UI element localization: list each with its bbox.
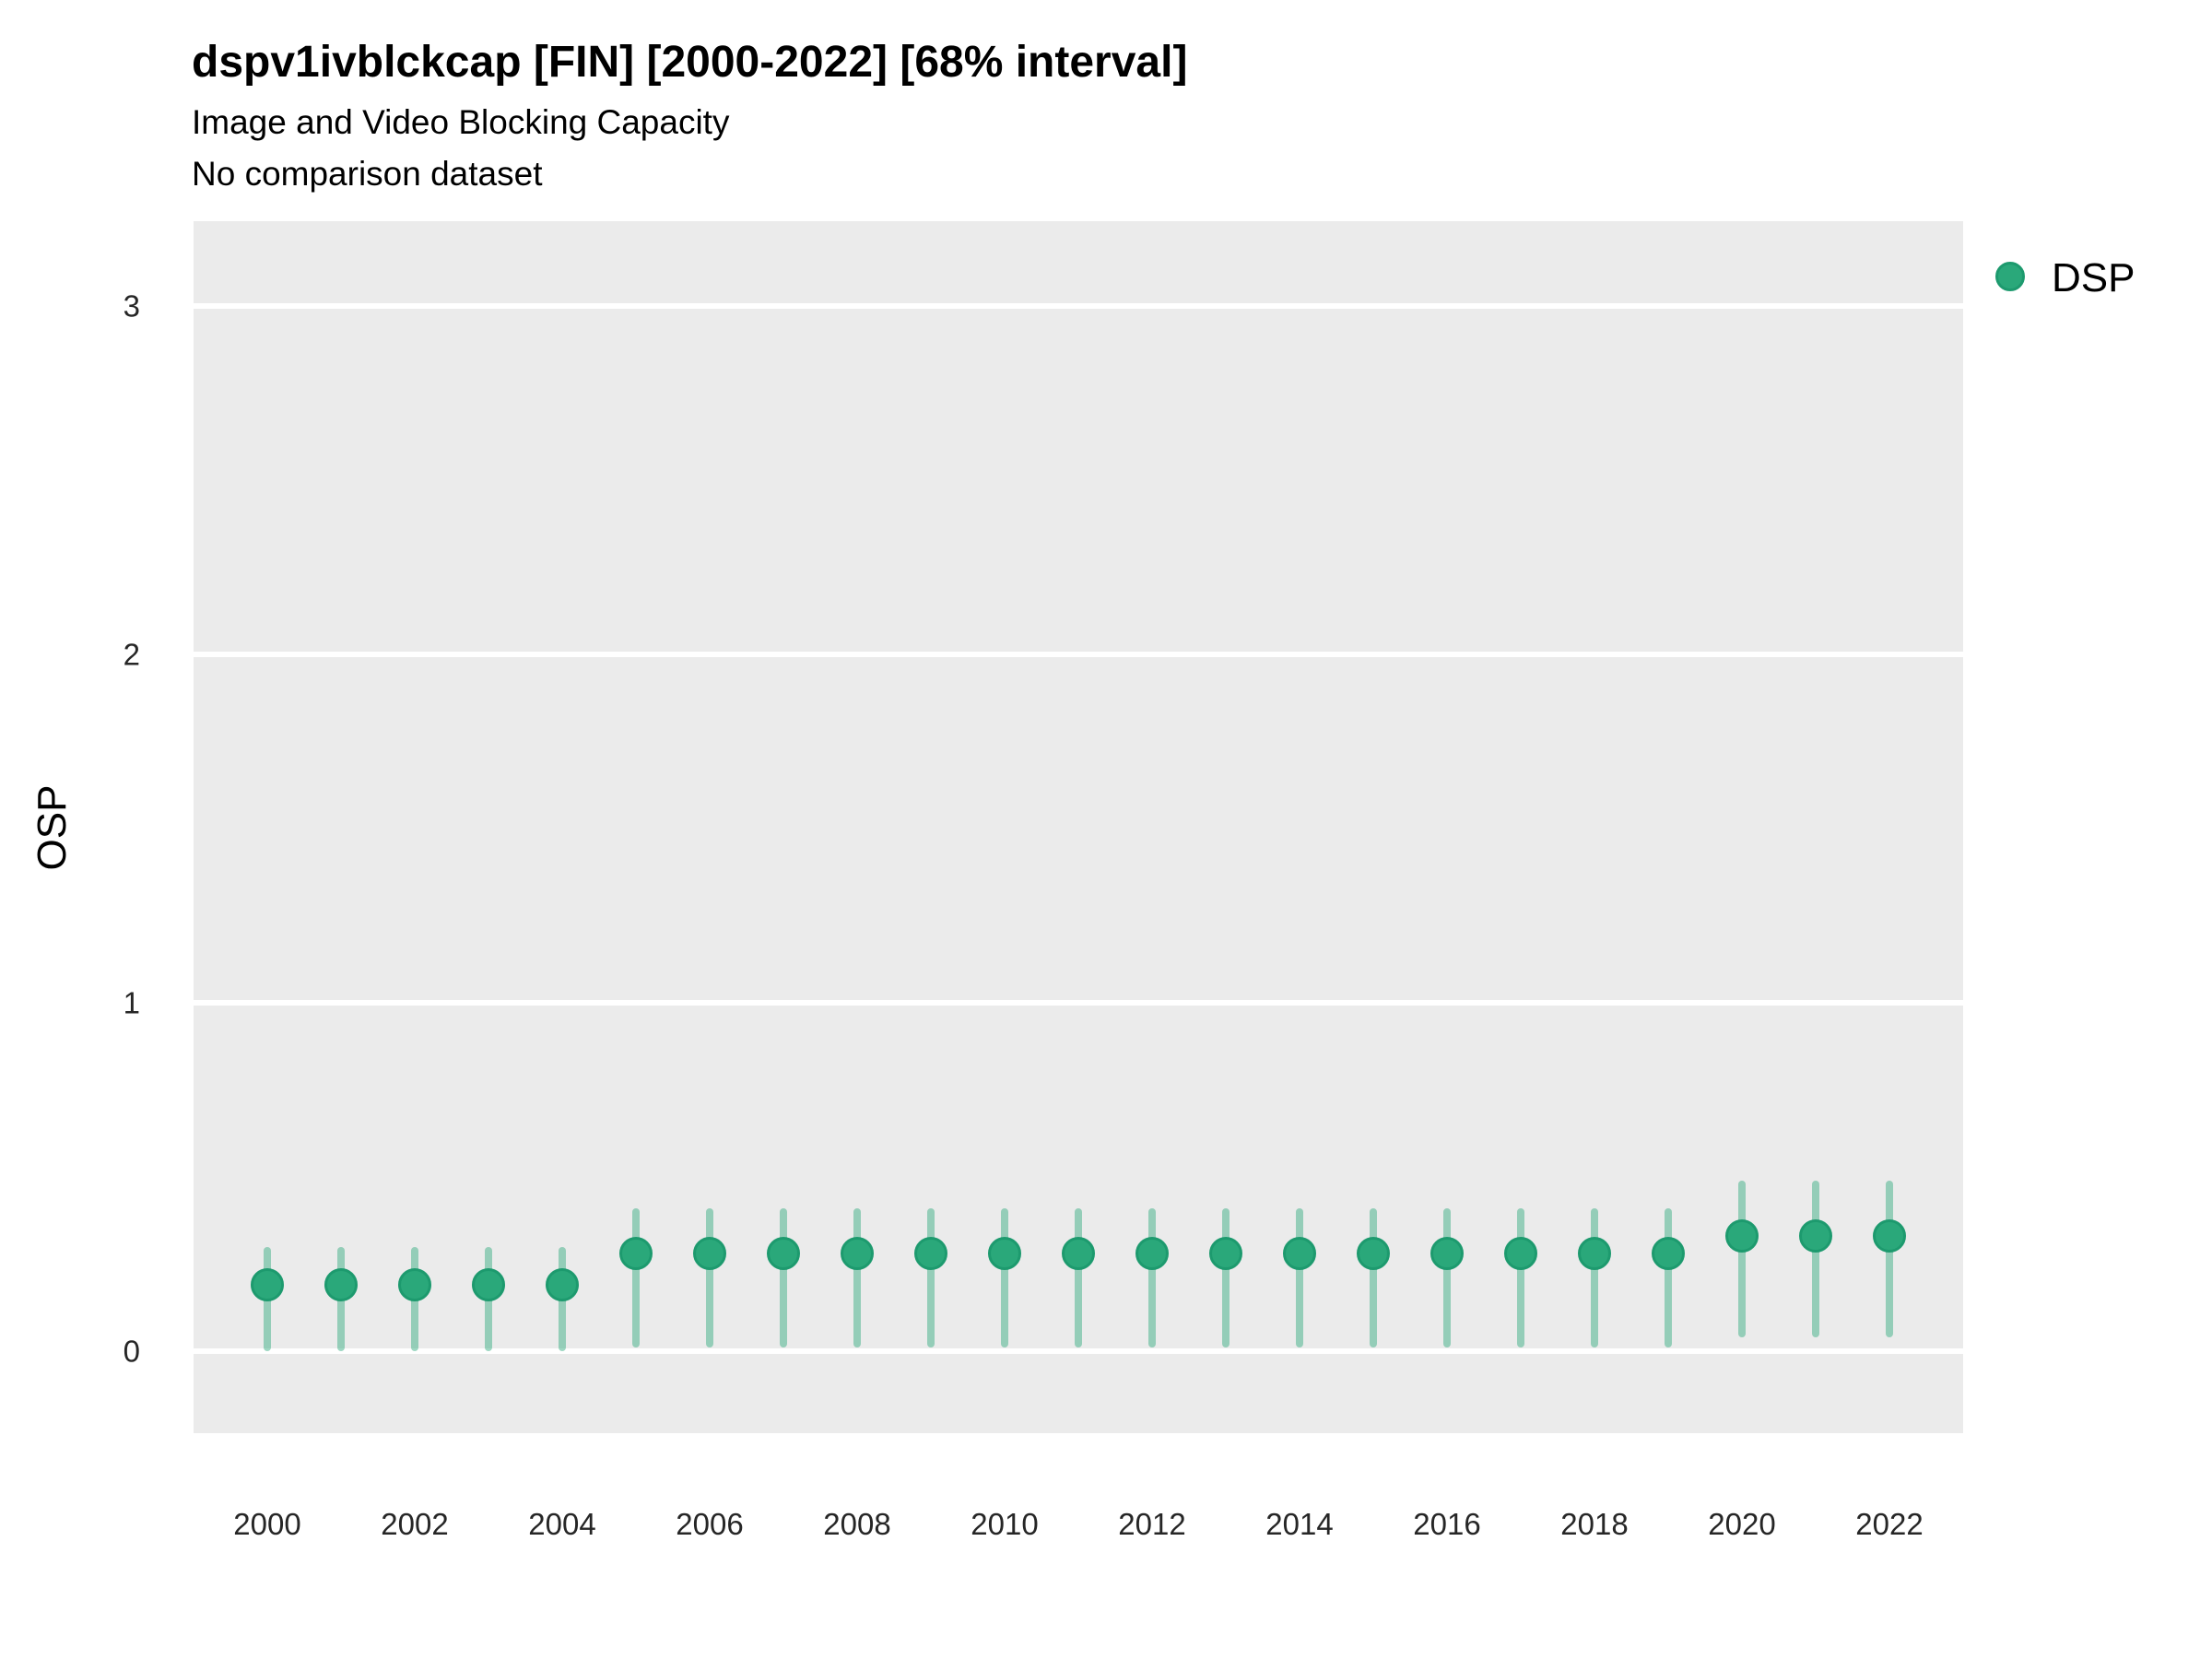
- point-2022: [1873, 1219, 1906, 1253]
- gridline-y-3: [194, 302, 1963, 309]
- point-2002: [398, 1268, 431, 1302]
- y-tick-label-1: 1: [123, 985, 140, 1020]
- point-2012: [1135, 1237, 1169, 1271]
- x-tick-label-2012: 2012: [1118, 1507, 1186, 1541]
- plot-panel: [194, 221, 1963, 1433]
- point-2010: [988, 1237, 1021, 1271]
- interval-bar-2019: [1665, 1208, 1672, 1348]
- interval-bar-2022: [1886, 1180, 1893, 1338]
- point-2019: [1652, 1237, 1685, 1271]
- interval-bar-2015: [1370, 1208, 1377, 1348]
- point-2016: [1430, 1237, 1464, 1271]
- interval-bar-2017: [1517, 1208, 1524, 1348]
- interval-bar-2012: [1148, 1208, 1156, 1348]
- point-2015: [1357, 1237, 1390, 1271]
- chart-title: dspv1ivblckcap [FIN] [2000-2022] [68% in…: [192, 38, 1188, 87]
- interval-bar-2010: [1001, 1208, 1008, 1348]
- point-2014: [1283, 1237, 1316, 1271]
- interval-bar-2005: [632, 1208, 640, 1348]
- interval-bar-2008: [853, 1208, 861, 1348]
- interval-bar-2013: [1222, 1208, 1230, 1348]
- point-2008: [841, 1237, 874, 1271]
- point-2006: [693, 1237, 726, 1271]
- point-2001: [324, 1268, 358, 1302]
- legend: DSP: [1991, 255, 2212, 300]
- x-tick-label-2014: 2014: [1265, 1507, 1334, 1541]
- point-2011: [1062, 1237, 1095, 1271]
- legend-label-dsp: DSP: [2052, 255, 2136, 300]
- point-2018: [1578, 1237, 1611, 1271]
- point-2020: [1725, 1219, 1759, 1253]
- x-tick-label-2010: 2010: [971, 1507, 1039, 1541]
- interval-bar-2009: [927, 1208, 935, 1348]
- x-tick-label-2018: 2018: [1560, 1507, 1629, 1541]
- x-tick-label-2000: 2000: [233, 1507, 301, 1541]
- y-tick-label-0: 0: [123, 1334, 140, 1369]
- interval-bar-2014: [1296, 1208, 1303, 1348]
- point-2021: [1799, 1219, 1832, 1253]
- point-2003: [472, 1268, 505, 1302]
- point-2005: [619, 1237, 653, 1271]
- gridline-y-1: [194, 1000, 1963, 1006]
- point-2017: [1504, 1237, 1537, 1271]
- x-tick-label-2016: 2016: [1413, 1507, 1481, 1541]
- x-tick-label-2006: 2006: [676, 1507, 744, 1541]
- chart-subtitle: Image and Video Blocking Capacity: [192, 103, 730, 141]
- x-tick-label-2002: 2002: [381, 1507, 449, 1541]
- interval-bar-2021: [1812, 1180, 1819, 1338]
- interval-bar-2006: [706, 1208, 713, 1348]
- gridline-y-2: [194, 651, 1963, 657]
- y-tick-label-2: 2: [123, 637, 140, 672]
- y-tick-label-3: 3: [123, 288, 140, 324]
- gridline-y-0: [194, 1348, 1963, 1355]
- y-axis-title: OSP: [29, 784, 75, 871]
- legend-marker-dsp-icon: [1995, 262, 2025, 291]
- x-tick-label-2004: 2004: [528, 1507, 596, 1541]
- point-2009: [914, 1237, 947, 1271]
- point-2007: [767, 1237, 800, 1271]
- interval-bar-2020: [1738, 1180, 1746, 1338]
- interval-bar-2018: [1591, 1208, 1598, 1348]
- interval-bar-2011: [1075, 1208, 1082, 1348]
- interval-bar-2007: [780, 1208, 787, 1348]
- point-2013: [1209, 1237, 1242, 1271]
- point-2004: [546, 1268, 579, 1302]
- x-tick-label-2008: 2008: [823, 1507, 891, 1541]
- x-tick-label-2022: 2022: [1855, 1507, 1924, 1541]
- x-tick-label-2020: 2020: [1708, 1507, 1776, 1541]
- chart-note: No comparison dataset: [192, 155, 543, 193]
- interval-bar-2016: [1443, 1208, 1451, 1348]
- point-2000: [251, 1268, 284, 1302]
